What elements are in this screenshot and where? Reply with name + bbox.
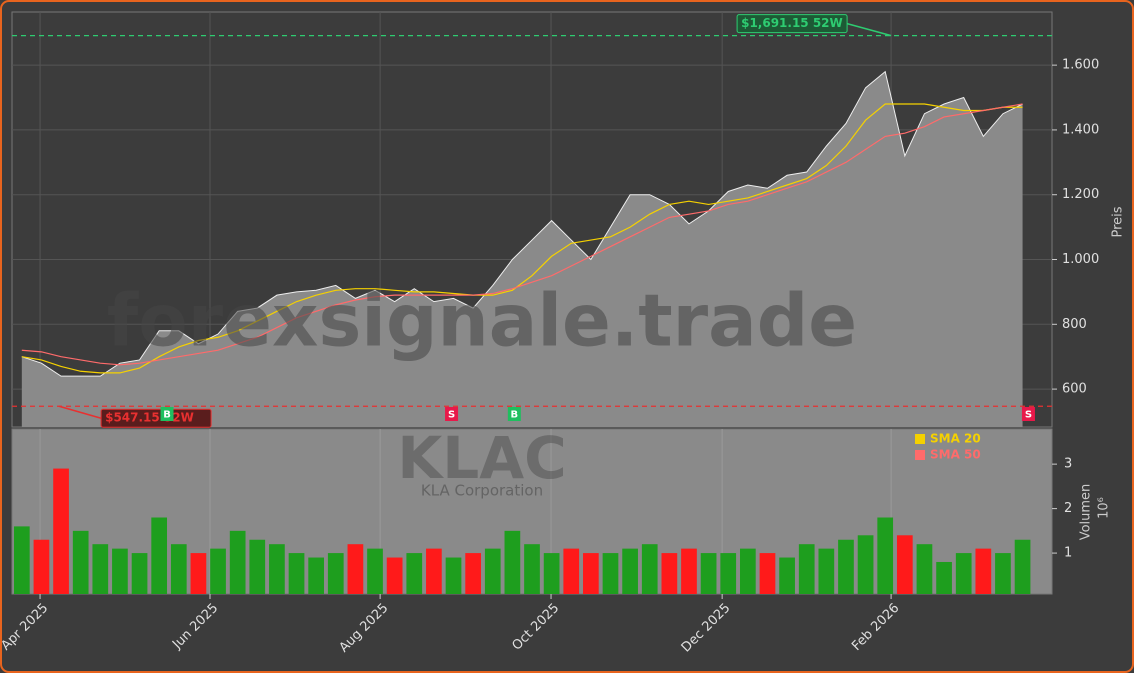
volume-scale: 10⁶ [1097, 497, 1112, 519]
volume-bar [327, 553, 344, 594]
volume-bar [112, 548, 128, 594]
legend-swatch [915, 450, 925, 460]
volume-bar [779, 557, 795, 594]
volume-bar [484, 548, 501, 594]
legend-label: SMA 20 [930, 432, 981, 446]
volume-bar [445, 557, 462, 594]
y-tick-label: 1.600 [1062, 58, 1099, 73]
legend-label: SMA 50 [930, 448, 981, 462]
volume-bar [33, 539, 50, 594]
price-line [21, 70, 1023, 377]
signal-marker [160, 407, 174, 421]
signal-marker [1021, 407, 1035, 421]
sma-line [21, 103, 1023, 374]
y-tick-label: 1.200 [1062, 187, 1099, 202]
volume-bar [170, 544, 187, 594]
volume-bar [347, 544, 364, 594]
volume-bar [975, 548, 992, 594]
y-tick-label: 2 [1064, 501, 1072, 516]
company: KLA Corporation [421, 482, 543, 500]
volume-bar [13, 526, 30, 594]
volume-bar [936, 561, 952, 594]
volume-bar [661, 553, 678, 594]
volume-bar [367, 548, 383, 594]
volume-bar [308, 557, 324, 594]
annotation-label: $1,691.15 52W [741, 16, 843, 30]
signal-marker [445, 407, 459, 421]
volume-bar [406, 553, 423, 594]
volume-bar [838, 539, 854, 594]
volume-bar [563, 548, 580, 594]
y-tick-label: 600 [1062, 382, 1087, 397]
volume-bar [916, 544, 933, 594]
volume-bar [896, 535, 913, 594]
annotation-arrow [846, 22, 892, 37]
volume-bar [151, 517, 168, 594]
signal-label: S [448, 410, 455, 421]
price-area [21, 71, 1023, 427]
volume-bar [465, 553, 481, 594]
volume-bar [740, 548, 756, 594]
volume-bar [72, 530, 89, 594]
volume-bar [798, 544, 815, 594]
y-tick-label: 1 [1064, 546, 1072, 561]
volume-bar [818, 548, 835, 594]
annotation-label: $547.15 52W [105, 411, 194, 425]
volume-bar [131, 553, 148, 594]
watermark: forexsignale.trade [107, 279, 857, 363]
volume-bar [995, 553, 1011, 594]
volume-bar [877, 517, 894, 594]
signal-label: B [511, 410, 519, 421]
volume-bar [700, 553, 717, 594]
volume-bar [92, 544, 109, 594]
volume-bar [641, 544, 658, 594]
ticker: KLAC [397, 424, 566, 492]
signal-marker [507, 407, 521, 421]
volume-bar [955, 553, 972, 594]
sma-line [21, 103, 1023, 366]
y-tick-label: 1.000 [1062, 252, 1099, 267]
volume-bar [759, 553, 776, 594]
volume-bar [720, 553, 737, 594]
volume-bar [504, 530, 521, 594]
legend-swatch [915, 434, 925, 444]
volume-bar [602, 553, 619, 594]
volume-bar [269, 544, 285, 594]
volume-bar [288, 553, 305, 594]
volume-bar [426, 548, 442, 594]
volume-bar [583, 553, 599, 594]
signal-label: B [163, 410, 171, 421]
volume-bar [1014, 539, 1031, 594]
y-tick-label: 800 [1062, 317, 1087, 332]
volume-axis-label: Volumen [1079, 484, 1094, 541]
volume-bar [681, 548, 697, 594]
volume-bar [543, 553, 560, 594]
y-tick-label: 3 [1064, 457, 1072, 472]
volume-bar [524, 544, 540, 594]
volume-bar [857, 535, 874, 594]
volume-bar [622, 548, 638, 594]
signal-label: S [1025, 410, 1032, 421]
volume-bar [53, 468, 69, 594]
y-axis-label: Preis [1111, 206, 1126, 237]
volume-bar [210, 548, 226, 594]
volume-bar [190, 553, 207, 594]
volume-bar [229, 530, 246, 594]
y-tick-label: 1.400 [1062, 122, 1099, 137]
volume-bar [386, 557, 403, 594]
volume-bar [249, 539, 266, 594]
annotation-arrow [58, 405, 102, 419]
